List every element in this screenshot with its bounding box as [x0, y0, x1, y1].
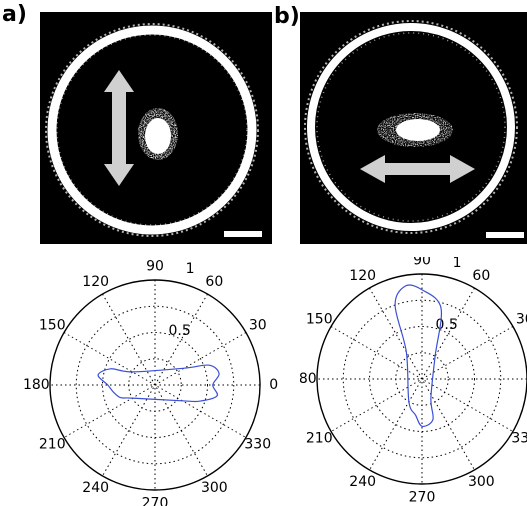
panel-label-b: b)	[274, 4, 300, 29]
scale-bar	[224, 231, 262, 237]
angle-tick-label: 90	[413, 257, 431, 268]
polarization-arrow-horizontal-icon	[360, 155, 475, 183]
angle-tick-label: 30	[516, 312, 527, 328]
panel-label-a: a)	[2, 2, 27, 27]
angle-tick-label: 90	[146, 258, 164, 274]
angle-tick-label: 150	[306, 312, 333, 328]
polar-plot-a: 0 30 60 90 120 150 180 210 240 270 300 330 0.5 1	[23, 258, 278, 506]
microscope-image-a	[40, 12, 272, 244]
angle-tick-label: 60	[472, 268, 490, 284]
angle-tick-label: 330	[244, 436, 271, 452]
polar-outer-circle	[316, 273, 527, 485]
polar-outer-circle	[49, 279, 261, 491]
angle-tick-label: 210	[306, 430, 333, 446]
polar-grid-ring	[75, 305, 235, 465]
angle-tick-label: 120	[349, 268, 376, 284]
polar-series-line	[97, 364, 220, 403]
angle-tick-label: 30	[249, 318, 267, 334]
polarization-arrow-vertical-icon	[104, 70, 134, 186]
angle-tick-label: 240	[82, 480, 109, 496]
angle-tick-label: 240	[349, 474, 376, 490]
angle-tick-label: 300	[201, 480, 228, 496]
polar-grid-ring	[342, 299, 502, 459]
angle-tick-label: 0	[269, 377, 278, 393]
fiber-ring	[47, 25, 257, 235]
angle-tick-label: 180	[23, 377, 50, 393]
angle-tick-label: 150	[39, 318, 66, 334]
radial-tick-label: 0.5	[168, 323, 190, 339]
angle-tick-label: 330	[511, 430, 527, 446]
angle-tick-label: 60	[205, 274, 223, 290]
scale-bar	[486, 232, 524, 238]
polar-grid-spoke	[63, 332, 247, 438]
angle-tick-label: 300	[468, 474, 495, 490]
angle-tick-label: 270	[142, 496, 169, 506]
polar-series-line	[394, 284, 443, 428]
radial-tick-label: 1	[453, 257, 462, 271]
fiber-ring	[307, 23, 515, 231]
microscope-image-b	[300, 12, 527, 244]
angle-tick-label: 210	[39, 436, 66, 452]
angle-tick-label: 120	[82, 274, 109, 290]
radial-tick-label: 1	[186, 261, 195, 277]
angle-tick-label: 270	[409, 490, 436, 506]
angle-tick-label: 180	[300, 371, 317, 387]
polar-grid-spoke	[330, 326, 514, 432]
